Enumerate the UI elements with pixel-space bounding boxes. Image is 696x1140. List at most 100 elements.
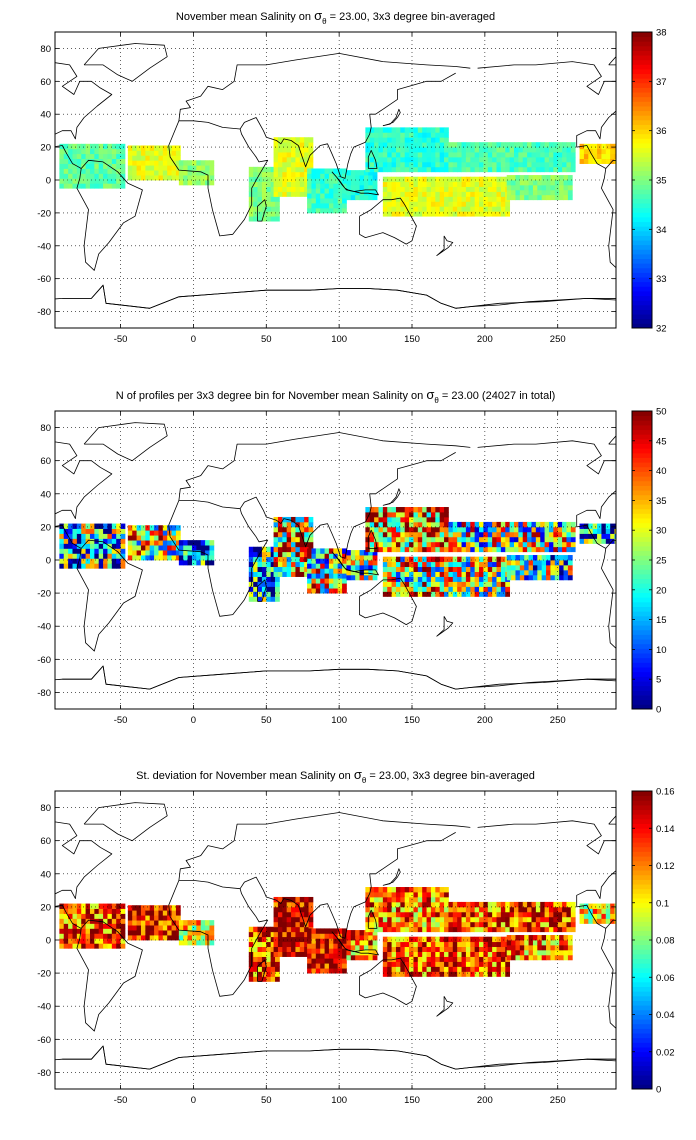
heat-cell <box>282 186 288 192</box>
heat-cell <box>566 906 572 913</box>
heat-cell <box>457 526 462 533</box>
heat-cell <box>452 201 458 207</box>
heat-cell <box>444 541 449 548</box>
heat-cell <box>514 147 519 153</box>
heat-cell <box>98 903 104 909</box>
heat-cell <box>140 550 146 556</box>
heat-cell <box>273 931 279 938</box>
heat-cell <box>275 206 280 212</box>
heat-cell <box>158 530 164 536</box>
heat-cell <box>553 152 559 158</box>
heat-cell <box>89 918 95 924</box>
heat-cell <box>136 910 142 916</box>
heat-cell <box>374 911 379 918</box>
heat-cell <box>248 951 254 957</box>
heat-cell <box>261 186 267 192</box>
heat-cell <box>299 911 305 918</box>
heat-cell <box>183 180 188 186</box>
heat-cell <box>435 556 441 563</box>
heat-cell <box>68 563 73 569</box>
heat-cell <box>426 176 432 183</box>
heat-cell <box>311 588 317 594</box>
heat-cell <box>158 930 164 936</box>
heat-cell <box>205 540 210 546</box>
heat-cell <box>136 535 142 541</box>
heat-cell <box>387 566 392 572</box>
heat-cell <box>63 553 69 559</box>
heat-cell <box>457 556 462 563</box>
heat-cell <box>368 569 374 576</box>
heat-cell <box>426 961 432 967</box>
heat-cell <box>479 211 484 217</box>
heat-cell <box>253 216 258 222</box>
heat-cell <box>145 920 151 926</box>
heat-cell <box>511 564 516 571</box>
heat-cell <box>324 948 330 954</box>
heat-cell <box>286 951 292 957</box>
heat-cell <box>597 148 602 155</box>
heat-cell <box>588 148 594 155</box>
heat-cell <box>417 127 423 133</box>
heat-cell <box>311 573 317 579</box>
heat-cell <box>492 181 497 187</box>
heat-cell <box>524 574 529 581</box>
heat-cell <box>295 516 301 523</box>
heat-cell <box>387 536 392 543</box>
heat-cell <box>452 556 458 563</box>
heat-cell <box>175 525 181 531</box>
heat-cell <box>178 540 184 546</box>
heat-cell <box>277 916 283 923</box>
heat-cell <box>479 946 484 952</box>
heat-cell <box>295 181 301 187</box>
heat-cell <box>457 186 462 192</box>
heat-cell <box>563 944 569 951</box>
heat-cell <box>563 555 569 561</box>
heat-cell <box>266 576 272 582</box>
heat-cell <box>365 536 371 543</box>
heat-cell <box>295 926 301 933</box>
heat-cell <box>209 180 215 186</box>
heat-cell <box>395 966 401 972</box>
heat-cell <box>59 908 65 914</box>
heat-cell <box>175 160 181 166</box>
heat-cell <box>417 576 423 582</box>
heat-cell <box>261 551 267 558</box>
heat-cell <box>116 158 121 164</box>
heat-cell <box>253 176 258 183</box>
heat-cell <box>145 935 151 941</box>
heat-cell <box>553 531 559 538</box>
heat-cell <box>391 161 397 168</box>
heat-cell <box>409 556 414 563</box>
heat-cell <box>444 536 449 543</box>
heat-cell <box>337 968 343 974</box>
heat-cell <box>299 152 305 158</box>
heat-cell <box>528 564 534 571</box>
heat-cell <box>145 555 151 561</box>
heat-cell <box>592 143 598 150</box>
heat-cell <box>483 951 489 957</box>
heat-cell <box>417 206 423 212</box>
heat-cell <box>107 918 113 924</box>
heat-cell <box>400 586 406 592</box>
heat-cell <box>85 938 91 944</box>
heat-cell <box>333 588 339 594</box>
heat-cell <box>465 211 471 217</box>
heat-cell <box>277 531 283 538</box>
heat-cell <box>474 166 480 173</box>
heat-cell <box>566 142 572 148</box>
heat-cell <box>307 963 312 969</box>
heat-cell <box>154 170 159 176</box>
heat-cell <box>531 166 537 173</box>
heat-cell <box>483 206 489 212</box>
heat-cell <box>136 930 142 936</box>
heat-cell <box>120 143 126 150</box>
heat-cell <box>59 928 65 934</box>
heat-cell <box>320 568 325 574</box>
heat-cell <box>295 156 301 163</box>
heat-cell <box>275 961 280 967</box>
heat-cell <box>103 168 108 174</box>
heat-cell <box>299 906 305 913</box>
heat-cell <box>350 555 356 561</box>
heat-cell <box>409 516 414 523</box>
heat-cell <box>59 523 65 529</box>
